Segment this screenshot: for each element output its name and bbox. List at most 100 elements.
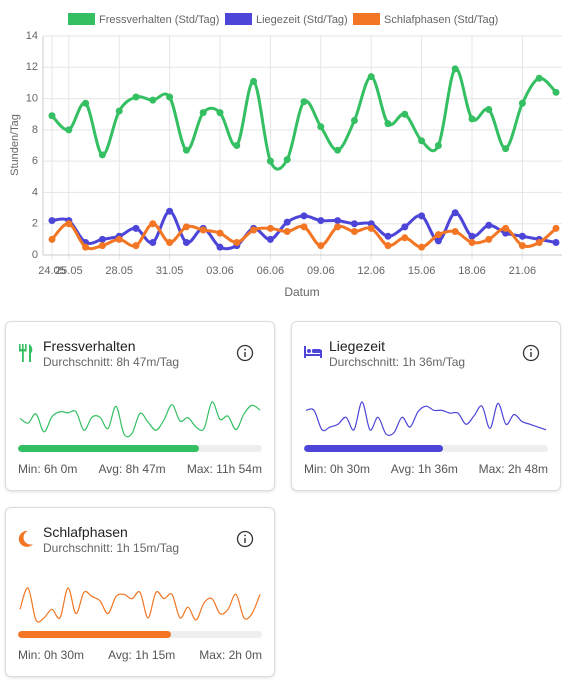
progress-track [304,445,548,452]
data-point [300,223,308,231]
progress-bar [18,631,171,638]
sparkline-path [19,587,261,623]
data-point [182,146,190,154]
data-point [502,224,510,232]
data-point [451,209,459,217]
data-point [418,137,426,145]
stats: Min: 0h 30m Avg: 1h 15m Max: 2h 0m [18,648,262,662]
data-point [115,235,123,243]
legend-label: Schlafphasen (Std/Tag) [384,14,498,26]
data-point [233,238,241,246]
card: Schlafphasen Durchschnitt: 1h 15m/Tag Mi… [5,507,275,677]
data-point [82,99,90,107]
sparkline-path [19,401,261,438]
series-line [50,67,558,171]
legend-swatch [225,13,252,25]
data-point [334,146,342,154]
data-point [283,156,291,164]
data-point [149,238,157,246]
sparkline [19,587,261,623]
progress-bar [304,445,444,452]
data-point [317,123,325,131]
progress-track [18,445,262,452]
card-subtitle: Durchschnitt: 1h 15m/Tag [43,541,180,555]
data-point [485,235,493,243]
x-tick-label: 21.06 [509,265,537,277]
data-point [518,99,526,107]
y-tick-label: 10 [26,92,38,104]
data-point [367,224,375,232]
x-axis-title: Datum [284,285,319,299]
y-tick-label: 0 [32,249,38,261]
data-point [485,221,493,229]
data-point [199,109,207,117]
data-point [283,228,291,236]
stat-avg: Avg: 1h 36m [390,462,458,476]
data-point [434,231,442,239]
x-tick-label: 06.06 [257,265,285,277]
info-icon[interactable] [236,344,254,362]
data-point [266,235,274,243]
data-point [334,223,342,231]
stat-min: Min: 0h 30m [18,648,85,662]
data-point [535,74,543,82]
data-point [518,242,526,250]
data-point [149,220,157,228]
data-point [82,243,90,251]
data-point [451,65,459,73]
data-point [65,220,73,228]
x-tick-label: 18.06 [458,265,486,277]
y-tick-label: 2 [32,218,38,230]
legend-label: Liegezeit (Std/Tag) [256,14,348,26]
moon-icon [18,530,33,547]
data-point [552,238,560,246]
card-title: Schlafphasen [43,524,128,540]
card-title: Fressverhalten [43,338,136,354]
data-point [300,212,308,220]
progress-bar [18,445,199,452]
data-point [132,93,140,101]
sparkline [19,401,261,438]
data-point [115,107,123,115]
sparkline [305,401,547,437]
y-tick-label: 14 [26,30,38,42]
data-point [350,116,358,124]
data-point [317,242,325,250]
data-point [216,109,224,117]
data-point [518,232,526,240]
stat-max: Max: 2h 48m [478,462,548,476]
stat-max: Max: 2h 0m [199,648,262,662]
fork-knife-icon [19,344,33,362]
legend-swatch [353,13,380,25]
data-point [283,218,291,226]
data-point [216,243,224,251]
x-tick-label: 15.06 [408,265,436,277]
stat-max: Max: 11h 54m [186,462,262,476]
data-point [266,224,274,232]
info-icon[interactable] [236,530,254,548]
data-point [367,73,375,81]
data-point [48,217,56,225]
data-point [418,243,426,251]
data-point [552,224,560,232]
data-point [98,242,106,250]
card-title: Liegezeit [329,338,386,354]
sparkline-path [305,401,547,437]
data-point [166,207,174,215]
x-tick-label: 25.05 [55,265,83,277]
data-point [468,238,476,246]
stat-avg: Avg: 1h 15m [108,648,176,662]
data-point [233,142,241,149]
data-point [418,212,426,220]
data-point [485,106,493,114]
data-point [132,224,140,232]
data-point [48,112,56,120]
legend-label: Fressverhalten (Std/Tag) [99,14,219,26]
data-point [98,151,106,159]
data-point [401,110,409,118]
data-point [468,232,476,240]
y-tick-label: 4 [32,186,38,198]
info-icon[interactable] [522,344,540,362]
